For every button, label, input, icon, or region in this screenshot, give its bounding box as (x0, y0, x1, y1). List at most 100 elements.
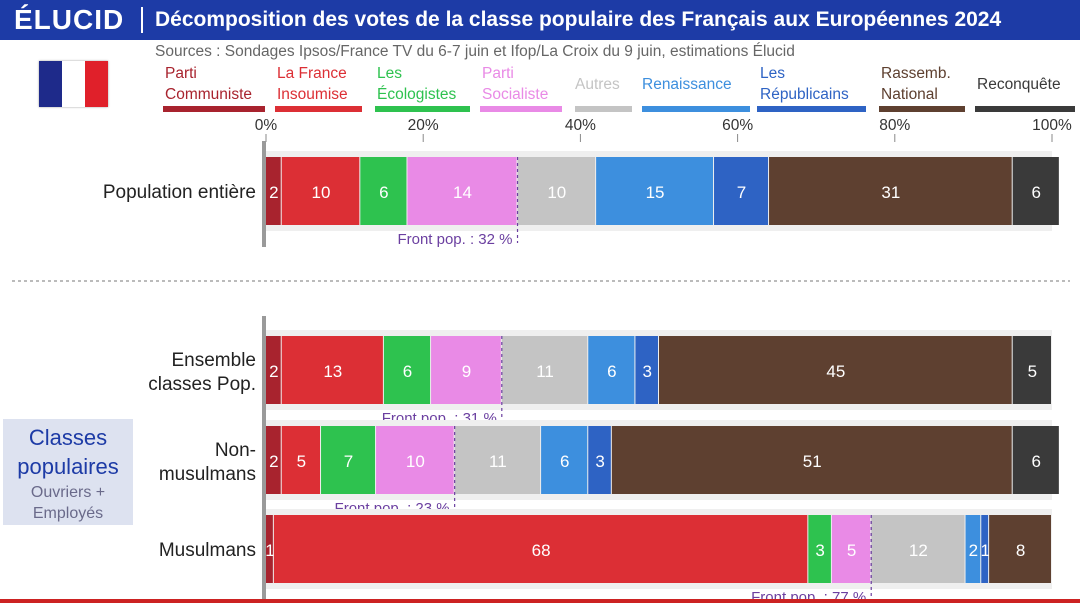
legend-label: Insoumise (277, 86, 348, 103)
category-label: classes Pop. (148, 374, 256, 395)
bar-segment (808, 515, 831, 583)
legend-label: La France (277, 65, 347, 82)
bar-segment (965, 515, 981, 583)
french-flag-icon (39, 61, 108, 107)
legend-label: National (881, 86, 938, 103)
segment-value-label: 45 (826, 362, 845, 381)
bar-segment (596, 157, 714, 225)
segment-value-label: 2 (269, 362, 278, 381)
segment-value-label: 1 (980, 541, 989, 560)
bar-segment (281, 426, 321, 494)
bar-segment (611, 426, 1012, 494)
box-title-line1: Classes (28, 425, 108, 450)
segment-value-label: 6 (403, 362, 412, 381)
segment-value-label: 3 (642, 362, 651, 381)
y-axis-top (262, 141, 266, 247)
bar-segment (714, 157, 769, 225)
x-tick-label: 100% (1032, 117, 1072, 134)
bar-segment (588, 336, 635, 404)
legend-swatch (757, 106, 866, 112)
bar-segment (871, 515, 965, 583)
segment-value-label: 6 (560, 452, 569, 471)
x-tick-label: 40% (565, 117, 596, 134)
bar-segment (266, 336, 281, 404)
bottom-accent-line (0, 599, 1080, 603)
segment-value-label: 7 (344, 452, 353, 471)
bar-segment (769, 157, 1012, 225)
segment-value-label: 5 (847, 541, 856, 560)
segment-value-label: 6 (1032, 183, 1041, 202)
legend-label: Communiste (165, 86, 252, 103)
legend-swatch (275, 106, 362, 112)
legend-label: Rassemb. (881, 65, 951, 82)
bar-segment (454, 426, 541, 494)
legend-label: Les (760, 65, 785, 82)
legend-swatch (163, 106, 265, 112)
segment-value-label: 3 (815, 541, 824, 560)
elucid-logo: ÉLUCID (14, 4, 125, 35)
category-label: Population entière (103, 182, 256, 203)
popular-classes-box: Classes populaires Ouvriers + Employés (3, 419, 133, 525)
segment-value-label: 11 (489, 452, 507, 471)
segment-value-label: 2 (269, 183, 278, 202)
segment-value-label: 2 (269, 452, 278, 471)
legend-label: Renaissance (642, 76, 732, 93)
category-label: Non- (215, 440, 256, 461)
chart-title: Décomposition des votes de la classe pop… (155, 8, 1002, 31)
legend-label: Républicains (760, 86, 849, 103)
segment-value-label: 51 (803, 452, 822, 471)
segment-value-label: 9 (462, 362, 471, 381)
bar-segment (989, 515, 1051, 583)
bar-segment (273, 515, 808, 583)
bar-segment (588, 426, 611, 494)
box-title-line2: populaires (17, 454, 119, 479)
segment-value-label: 15 (646, 183, 665, 202)
category-label: Ensemble (172, 350, 257, 371)
segment-value-label: 12 (909, 541, 928, 560)
flag-red-stripe (85, 61, 108, 107)
header-bar: ÉLUCID Décomposition des votes de la cla… (0, 0, 1080, 40)
bar-segment (407, 157, 517, 225)
box-subtitle-line1: Ouvriers + (30, 484, 106, 501)
segment-value-label: 6 (1032, 452, 1041, 471)
chart-legend: Parti Communiste La France Insoumise Les Écol… (163, 65, 1075, 112)
bar-segment (281, 157, 360, 225)
x-tick-label: 80% (879, 117, 910, 134)
front-pop-label: Front pop. : 32 % (397, 231, 512, 248)
bar-segment (1012, 157, 1059, 225)
y-axis-bottom (262, 316, 266, 602)
segment-value-label: 8 (1016, 541, 1025, 560)
bar-segment (266, 515, 273, 583)
bar-segment (541, 426, 588, 494)
sources-note: Sources : Sondages Ipsos/France TV du 6-… (155, 43, 795, 60)
legend-swatch (575, 106, 632, 112)
bar-segment (831, 515, 871, 583)
segment-value-label: 6 (607, 362, 616, 381)
segment-value-label: 10 (312, 183, 331, 202)
bar-segment (635, 336, 658, 404)
legend-swatch (879, 106, 965, 112)
bar-segment (981, 515, 989, 583)
legend-label: Parti (165, 65, 197, 82)
segment-value-label: 5 (297, 452, 306, 471)
category-label: musulmans (159, 464, 256, 485)
bar-segment (266, 157, 281, 225)
bar-segment (1012, 426, 1059, 494)
segment-value-label: 10 (547, 183, 566, 202)
segment-value-label: 10 (406, 452, 425, 471)
flag-blue-stripe (39, 61, 62, 107)
legend-label: Parti (482, 65, 514, 82)
bar-segment (501, 336, 588, 404)
legend-swatch (480, 106, 562, 112)
legend-swatch (642, 106, 750, 112)
legend-label: Les (377, 65, 402, 82)
box-subtitle-line2: Employés (32, 505, 104, 522)
segment-value-label: 6 (379, 183, 388, 202)
segment-value-label: 11 (536, 362, 554, 381)
segment-value-label: 5 (1028, 362, 1037, 381)
segment-value-label: 31 (881, 183, 900, 202)
header-divider (141, 7, 143, 33)
bar-segment (321, 426, 376, 494)
segment-value-label: 1 (265, 541, 274, 560)
